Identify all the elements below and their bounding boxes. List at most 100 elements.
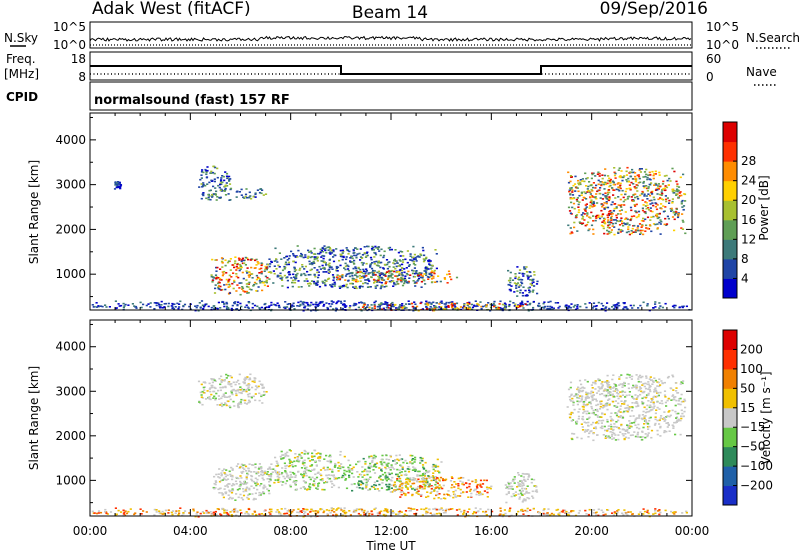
- power-cell: [665, 185, 667, 187]
- velocity-cell: [610, 416, 612, 418]
- velocity-cell: [484, 490, 486, 492]
- velocity-cell: [580, 401, 582, 403]
- velocity-cell: [664, 382, 666, 384]
- power-cell: [642, 230, 644, 232]
- power-cell: [294, 271, 296, 273]
- power-cell: [277, 302, 279, 304]
- velocity-cell: [286, 465, 288, 467]
- velocity-cell: [639, 394, 641, 396]
- velocity-cell: [222, 493, 224, 495]
- velocity-cell: [289, 471, 291, 473]
- velocity-cell: [655, 413, 657, 415]
- power-cell: [201, 183, 203, 185]
- power-cell: [409, 274, 411, 276]
- velocity-cell: [660, 380, 662, 382]
- velocity-cell: [286, 480, 288, 482]
- velocity-cell: [662, 383, 664, 385]
- velocity-cell: [675, 390, 677, 392]
- velocity-cell: [444, 480, 446, 482]
- power-cell: [240, 265, 242, 267]
- velocity-cell: [460, 492, 462, 494]
- velocity-cell: [404, 460, 406, 462]
- velocity-cell: [444, 498, 446, 500]
- power-cell: [378, 250, 380, 252]
- velocity-cell: [356, 471, 358, 473]
- velocity-cell: [258, 393, 260, 395]
- power-cell: [623, 201, 625, 203]
- power-cell: [391, 302, 393, 304]
- power-cell: [607, 207, 609, 209]
- power-cell: [590, 184, 592, 186]
- power-cell: [686, 306, 688, 308]
- power-cell: [394, 304, 396, 306]
- velocity-cell: [338, 470, 340, 472]
- velocity-cell: [592, 433, 594, 435]
- velocity-cell: [276, 461, 278, 463]
- power-cell: [229, 292, 231, 294]
- power-cell: [257, 189, 259, 191]
- velocity-cell: [269, 485, 271, 487]
- velocity-cell: [274, 470, 276, 472]
- power-cell: [639, 195, 641, 197]
- power-cell: [247, 283, 249, 285]
- velocity-cell: [604, 414, 606, 416]
- velocity-cell: [654, 423, 656, 425]
- power-cell: [649, 178, 651, 180]
- velocity-cell: [394, 459, 396, 461]
- velocity-cell: [672, 410, 674, 412]
- velocity-cell: [317, 457, 319, 459]
- velocity-cell: [647, 388, 649, 390]
- power-cell: [234, 256, 236, 258]
- velocity-cell: [579, 395, 581, 397]
- velocity-cell: [441, 488, 443, 490]
- power-cell: [454, 303, 456, 305]
- velocity-cell: [512, 480, 514, 482]
- velocity-cell: [419, 486, 421, 488]
- power-ytick-label: 1000: [55, 267, 86, 281]
- power-cell: [323, 245, 325, 247]
- power-cell: [611, 229, 613, 231]
- velocity-cell: [588, 433, 590, 435]
- power-cell: [589, 205, 591, 207]
- velocity-cell: [674, 434, 676, 436]
- power-cell: [324, 261, 326, 263]
- power-cell: [133, 305, 135, 307]
- velocity-cell: [308, 470, 310, 472]
- velocity-cell: [610, 388, 612, 390]
- velocity-cell: [619, 417, 621, 419]
- power-cell: [407, 250, 409, 252]
- velocity-cell: [647, 381, 649, 383]
- velocity-cell: [338, 487, 340, 489]
- power-cell: [315, 302, 317, 304]
- power-cell: [634, 188, 636, 190]
- velocity-cell: [416, 509, 418, 511]
- power-cell: [390, 271, 392, 273]
- power-cell: [396, 262, 398, 264]
- velocity-cell: [247, 394, 249, 396]
- velocity-cell: [576, 421, 578, 423]
- power-cell: [607, 233, 609, 235]
- velocity-cell: [422, 478, 424, 480]
- velocity-cell: [285, 468, 287, 470]
- velocity-cell: [422, 464, 424, 466]
- velocity-cell: [432, 472, 434, 474]
- power-cell: [287, 280, 289, 282]
- power-cell: [286, 264, 288, 266]
- power-cell: [587, 230, 589, 232]
- power-cell: [391, 249, 393, 251]
- velocity-cell: [583, 403, 585, 405]
- velocity-cell: [620, 415, 622, 417]
- velocity-cell: [407, 488, 409, 490]
- power-cell: [323, 305, 325, 307]
- power-cell: [656, 193, 658, 195]
- nsky-label: N.Sky: [4, 31, 38, 45]
- power-cell: [508, 306, 510, 308]
- velocity-cell: [577, 387, 579, 389]
- power-cell: [359, 287, 361, 289]
- power-cell: [239, 270, 241, 272]
- power-cell: [621, 221, 623, 223]
- power-cell: [362, 264, 364, 266]
- velocity-cell: [505, 502, 507, 504]
- velocity-cell: [455, 490, 457, 492]
- velocity-cell: [469, 483, 471, 485]
